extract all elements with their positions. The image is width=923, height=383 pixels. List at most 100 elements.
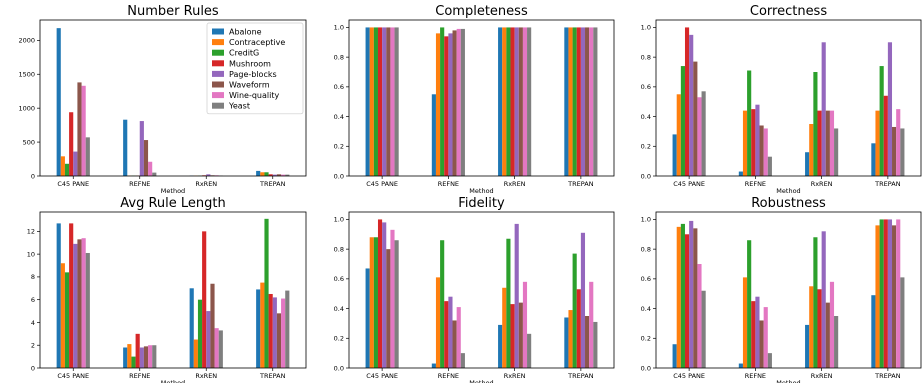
bar-creditg-rxren <box>506 238 511 368</box>
y-tick-label: 0.2 <box>641 143 651 151</box>
bar-page-blocks-refne <box>448 33 453 177</box>
bar-yeast-c45-pane <box>701 91 706 176</box>
chart-panel-5: Fidelity 0.0 0.2 0.4 0.6 0.8 1.0 C45 PANE REFNE R… <box>334 196 615 383</box>
x-tick-label: REFNE <box>438 180 459 188</box>
y-tick-label: 0.2 <box>334 143 344 151</box>
bar-wine-quality-trepan <box>896 109 901 176</box>
y-tick-label: 12 <box>27 228 35 236</box>
bar-yeast-rxren <box>834 316 839 368</box>
bar-contraceptive-rxren <box>809 286 814 368</box>
bar-page-blocks-rxren <box>514 223 519 368</box>
bar-mushroom-c45-pane <box>684 27 690 177</box>
bar-creditg-refne <box>440 240 445 368</box>
bar-mushroom-refne <box>444 301 449 368</box>
legend-entry: Yeast <box>228 102 250 111</box>
bar-waveform-rxren <box>518 302 523 368</box>
bar-waveform-trepan <box>585 316 590 368</box>
bar-yeast-c45-pane <box>85 137 90 176</box>
bar-waveform-rxren <box>825 302 830 368</box>
x-tick-label: TREPAN <box>567 372 594 380</box>
bar-yeast-refne <box>767 156 772 176</box>
bar-contraceptive-rxren <box>502 287 507 368</box>
y-tick-label: 6 <box>31 296 35 304</box>
y-tick-label: 8 <box>31 273 35 281</box>
chart-panel-6: Robustness 0.0 0.2 0.4 0.6 0.8 1.0 C45 PANE REFN… <box>641 196 922 383</box>
bar-abalone-rxren <box>498 324 503 368</box>
bar-wine-quality-trepan <box>896 219 901 368</box>
bar-abalone-refne <box>431 94 436 176</box>
x-tick-label: TREPAN <box>259 372 286 380</box>
chart-panel-3: Correctness 0.0 0.2 0.4 0.6 0.8 1.0 C45 PANE REF… <box>641 4 922 195</box>
bar-abalone-rxren <box>498 27 503 177</box>
chart-title: Avg Rule Length <box>120 196 225 211</box>
bar-yeast-rxren <box>218 330 223 368</box>
bar-contraceptive-trepan <box>568 310 573 368</box>
bar-waveform-trepan <box>892 225 897 368</box>
legend-entry: Mushroom <box>229 59 271 68</box>
bar-abalone-trepan <box>871 143 876 176</box>
bar-page-blocks-trepan <box>887 42 893 176</box>
x-tick-label: TREPAN <box>874 372 901 380</box>
y-tick-label: 0.4 <box>334 305 344 313</box>
bar-yeast-rxren <box>527 27 532 177</box>
bar-wine-quality-rxren <box>214 328 219 368</box>
bar-page-blocks-rxren <box>514 27 519 177</box>
bar-yeast-refne <box>767 353 772 368</box>
bar-mushroom-c45-pane <box>377 27 383 177</box>
y-tick-label: 0.0 <box>334 172 344 180</box>
bar-creditg-rxren <box>813 237 818 368</box>
y-tick-label: 2 <box>31 342 35 350</box>
bar-wine-quality-trepan <box>281 174 286 176</box>
bar-yeast-c45-pane <box>394 240 399 368</box>
bar-mushroom-c45-pane <box>684 234 690 368</box>
y-tick-label: 0.4 <box>641 113 651 121</box>
bar-yeast-trepan <box>593 27 598 177</box>
legend-entry: Abalone <box>229 28 262 37</box>
legend-entry: Waveform <box>229 81 270 90</box>
bar-page-blocks-c45-pane <box>689 220 694 368</box>
bar-mushroom-c45-pane <box>69 223 74 368</box>
bar-yeast-refne <box>152 345 157 368</box>
bar-yeast-trepan <box>285 290 290 368</box>
bar-page-blocks-trepan <box>580 27 586 177</box>
bar-abalone-rxren <box>189 288 194 368</box>
legend-swatch <box>212 102 224 109</box>
bar-contraceptive-trepan <box>875 225 880 368</box>
bar-contraceptive-c45-pane <box>676 94 681 176</box>
bar-contraceptive-c45-pane <box>60 263 65 368</box>
legend-swatch <box>212 39 224 46</box>
y-tick-label: 0 <box>31 364 35 372</box>
bar-page-blocks-trepan <box>580 232 586 368</box>
bar-wine-quality-rxren <box>522 281 528 368</box>
y-tick-label: 0.2 <box>334 335 344 343</box>
bar-abalone-refne <box>431 363 436 368</box>
chart-title: Completeness <box>435 4 528 19</box>
y-tick-label: 4 <box>31 319 35 327</box>
legend-entry: CreditG <box>229 49 259 58</box>
x-tick-label: RxREN <box>504 180 526 188</box>
legend-swatch <box>212 92 224 99</box>
bar-page-blocks-rxren <box>821 42 826 176</box>
bar-page-blocks-c45-pane <box>382 27 387 177</box>
bar-waveform-refne <box>452 320 457 368</box>
legend-entry: Page-blocks <box>229 70 277 79</box>
bar-page-blocks-c45-pane <box>382 222 387 368</box>
x-axis-label: Method <box>161 379 185 383</box>
bar-yeast-trepan <box>593 321 598 368</box>
y-tick-label: 0.8 <box>641 53 651 61</box>
bar-abalone-trepan <box>564 27 569 177</box>
x-tick-label: REFNE <box>129 372 150 380</box>
bar-waveform-refne <box>759 125 764 176</box>
bar-yeast-c45-pane <box>85 252 90 368</box>
bar-creditg-c45-pane <box>680 223 685 368</box>
bar-mushroom-trepan <box>883 95 888 176</box>
bar-contraceptive-c45-pane <box>676 226 681 368</box>
bar-abalone-trepan <box>871 295 876 368</box>
x-axis-label: Method <box>469 379 493 383</box>
x-axis-label: Method <box>469 187 493 195</box>
bar-abalone-c45-pane <box>365 268 370 368</box>
bar-mushroom-rxren <box>817 110 822 176</box>
bar-page-blocks-refne <box>755 104 760 176</box>
